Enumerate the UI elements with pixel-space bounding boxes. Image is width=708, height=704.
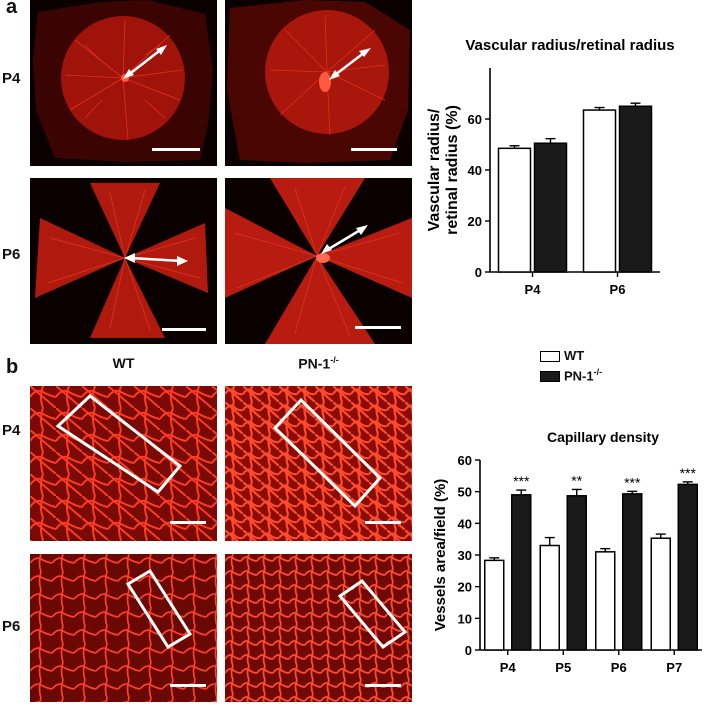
retina-image-pn1-p6 <box>225 178 412 344</box>
legend-swatch-pn1 <box>540 371 560 383</box>
chart1-bar-pn1 <box>533 142 568 273</box>
chart2-bar-pn1 <box>566 495 587 651</box>
capillary-density-chart: Capillary density Vessels area/field (%) 0… <box>432 429 702 675</box>
chart2-significance: *** <box>624 474 641 490</box>
chart2-xtick-label: P5 <box>555 660 571 675</box>
chart1-ytick-label: 40 <box>468 163 482 178</box>
chart2-ytick-label: 10 <box>458 611 472 626</box>
chart2-ytick-label: 0 <box>465 643 472 658</box>
panel-a-letter: a <box>6 0 18 18</box>
chart2-bar-pn1 <box>622 493 643 651</box>
legend-item-pn1: PN-1-/- <box>540 364 603 384</box>
chart2-ytick-label: 60 <box>458 453 472 468</box>
chart2-ytick-label: 20 <box>458 580 472 595</box>
chart1-ytick-label: 60 <box>468 112 482 127</box>
chart2-bar-wt <box>539 544 560 651</box>
chart2-significance: ** <box>571 472 582 488</box>
panel-b-letter: b <box>6 356 19 378</box>
panel-a-col-label-pn1: PN-1-/- <box>225 355 412 372</box>
chart1-bar-wt <box>497 147 532 273</box>
panel-b-row-label-p4: P4 <box>2 422 21 439</box>
chart2-ytick-label: 30 <box>458 548 472 563</box>
pn1-label-text: PN-1 <box>298 355 331 372</box>
chart2-xtick-label: P4 <box>500 660 517 675</box>
retina-image-wt-p4 <box>30 0 217 166</box>
chart2-xtick-label: P6 <box>611 660 627 675</box>
chart2-xtick-label: P7 <box>666 660 682 675</box>
pn1-label-superscript: -/- <box>330 355 339 365</box>
capillary-image-pn1-p4 <box>225 386 412 541</box>
panel-a-col-label-wt: WT <box>112 355 135 371</box>
chart1-ylabel: Vascular radius/retinal radius (%) <box>426 105 461 235</box>
chart2-bar-wt <box>650 537 671 651</box>
capillary-image-wt-p6 <box>30 554 217 702</box>
capillary-image-pn1-p6 <box>225 554 412 702</box>
chart2-significance: *** <box>513 473 530 489</box>
chart2-significance: *** <box>680 465 697 481</box>
chart2-ylabel-line: Vessels area/field (%) <box>432 479 449 632</box>
chart1-bar-wt <box>582 109 617 273</box>
chart2-ytick-label: 50 <box>458 485 472 500</box>
panel-a-row-label-p6: P6 <box>2 246 21 263</box>
legend-label-wt: WT <box>564 348 585 363</box>
chart1-ytick-label: 0 <box>475 265 482 280</box>
chart1-title: Vascular radius/retinal radius <box>465 37 674 54</box>
chart2-bar-pn1 <box>677 483 698 651</box>
chart2-ytick-label: 40 <box>458 516 472 531</box>
panel-b-row-label-p6: P6 <box>2 618 21 635</box>
legend: WT PN-1-/- <box>540 347 603 384</box>
chart1-xtick-label: P4 <box>525 282 542 297</box>
retina-image-pn1-p4 <box>225 0 412 166</box>
chart2-bar-wt <box>484 559 505 651</box>
chart2-bar-pn1 <box>511 494 532 651</box>
chart2-ylabel: Vessels area/field (%) <box>432 479 449 632</box>
chart2-title: Capillary density <box>547 429 659 445</box>
legend-label-pn1: PN-1 <box>564 368 594 384</box>
legend-label-pn1-superscript: -/- <box>593 367 603 377</box>
chart2-bar-wt <box>595 551 616 651</box>
legend-item-wt: WT <box>540 347 602 364</box>
chart1-xtick-label: P6 <box>610 282 626 297</box>
legend-swatch-wt <box>540 351 560 363</box>
chart1-ytick-label: 20 <box>468 214 482 229</box>
capillary-image-wt-p4 <box>30 386 217 541</box>
chart1-ylabel-line: retinal radius (%) <box>444 105 461 235</box>
chart1-bar-pn1 <box>618 105 653 273</box>
chart1-ylabel-line: Vascular radius/ <box>426 108 443 231</box>
retina-image-wt-p6 <box>30 178 217 344</box>
vascular-radius-chart: Vascular radius/retinal radius Vascular r… <box>426 37 674 297</box>
panel-a-row-label-p4: P4 <box>2 70 21 87</box>
